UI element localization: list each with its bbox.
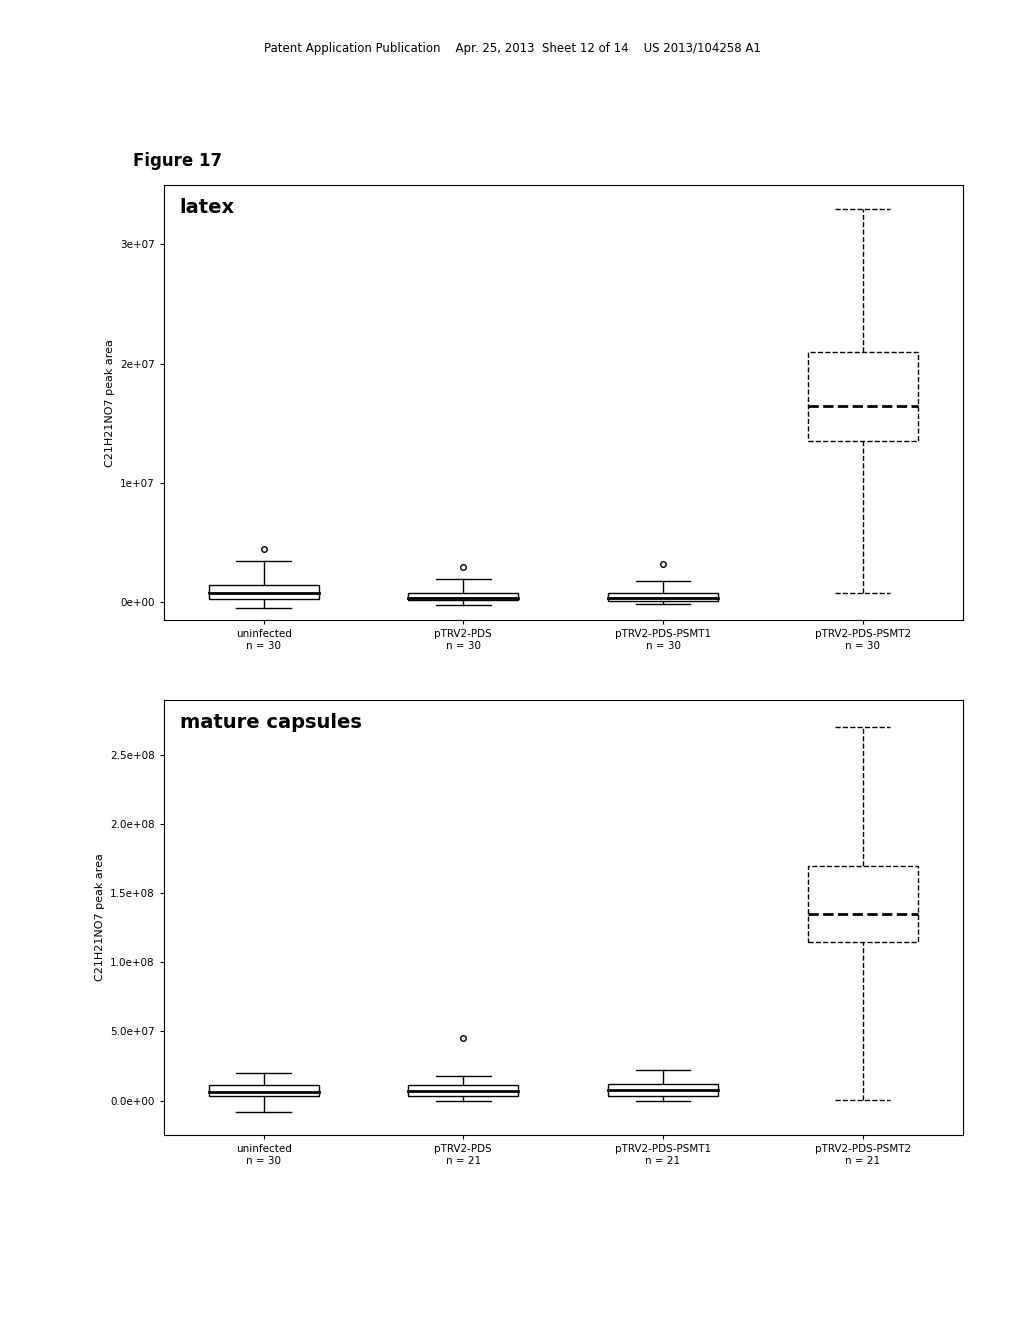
FancyBboxPatch shape [409, 593, 518, 601]
FancyBboxPatch shape [409, 1085, 518, 1096]
Text: Figure 17: Figure 17 [133, 152, 222, 170]
Text: mature capsules: mature capsules [180, 713, 361, 731]
FancyBboxPatch shape [808, 866, 918, 941]
Text: latex: latex [180, 198, 234, 216]
FancyBboxPatch shape [209, 1085, 318, 1097]
Y-axis label: C21H21NO7 peak area: C21H21NO7 peak area [104, 339, 115, 466]
FancyBboxPatch shape [808, 352, 918, 441]
Text: Patent Application Publication    Apr. 25, 2013  Sheet 12 of 14    US 2013/10425: Patent Application Publication Apr. 25, … [263, 42, 761, 55]
FancyBboxPatch shape [608, 1084, 718, 1096]
FancyBboxPatch shape [209, 585, 318, 599]
Y-axis label: C21H21NO7 peak area: C21H21NO7 peak area [94, 854, 104, 981]
FancyBboxPatch shape [608, 593, 718, 601]
